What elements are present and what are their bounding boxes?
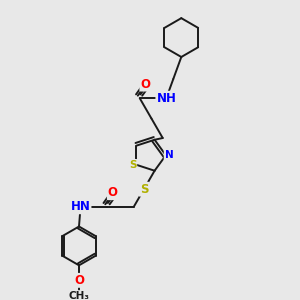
- Text: HN: HN: [70, 200, 91, 213]
- Text: O: O: [108, 186, 118, 199]
- Text: N: N: [165, 150, 173, 160]
- Text: S: S: [129, 160, 136, 170]
- Text: O: O: [140, 78, 150, 91]
- Text: O: O: [74, 274, 84, 287]
- Text: NH: NH: [156, 92, 176, 105]
- Text: CH₃: CH₃: [68, 291, 89, 300]
- Text: S: S: [140, 183, 148, 196]
